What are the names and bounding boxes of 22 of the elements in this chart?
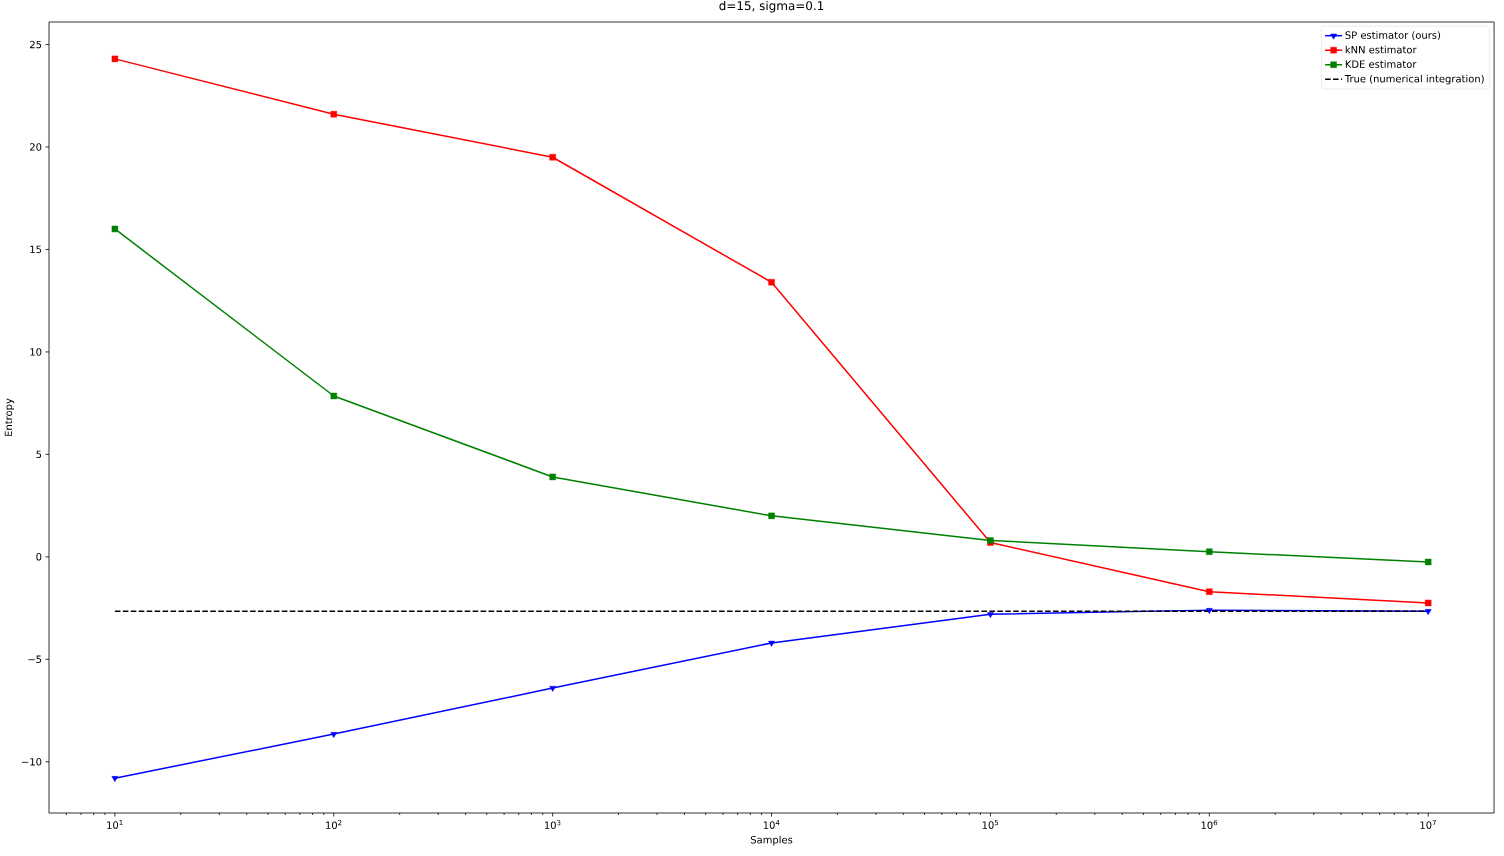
y-tick-label: −10 — [22, 757, 42, 766]
x-tick-label: 10$^{3}$ — [544, 820, 561, 829]
legend-label: True (numerical integration) — [1344, 74, 1484, 85]
x-axis-title: Samples — [750, 835, 793, 846]
legend-label: KDE estimator — [1345, 60, 1417, 68]
x-tick-label: 10$^{6}$ — [1201, 820, 1218, 829]
x-tick-label: 10$^{7}$ — [1420, 820, 1436, 829]
y-axis-title: Entropy — [4, 398, 15, 436]
x-tick-label: 10$^{4}$ — [763, 820, 780, 829]
y-tick-label: 5 — [36, 450, 42, 459]
x-tick-label: 10$^{2}$ — [326, 820, 342, 829]
chart-title: d=15, sigma=0.1 — [719, 0, 824, 13]
legend-label: kNN estimator — [1345, 45, 1417, 54]
y-tick-label: 10 — [30, 348, 42, 356]
y-tick-label: 0 — [36, 553, 42, 561]
x-tick-label: 10$^{1}$ — [107, 820, 123, 829]
y-tick-label: −5 — [28, 655, 42, 664]
y-tick-label: 15 — [30, 245, 42, 254]
x-tick-label: 10$^{5}$ — [982, 820, 999, 829]
legend-label: SP estimator (ours) — [1345, 31, 1441, 41]
y-tick-label: 25 — [30, 40, 42, 49]
y-tick-label: 20 — [30, 143, 42, 151]
